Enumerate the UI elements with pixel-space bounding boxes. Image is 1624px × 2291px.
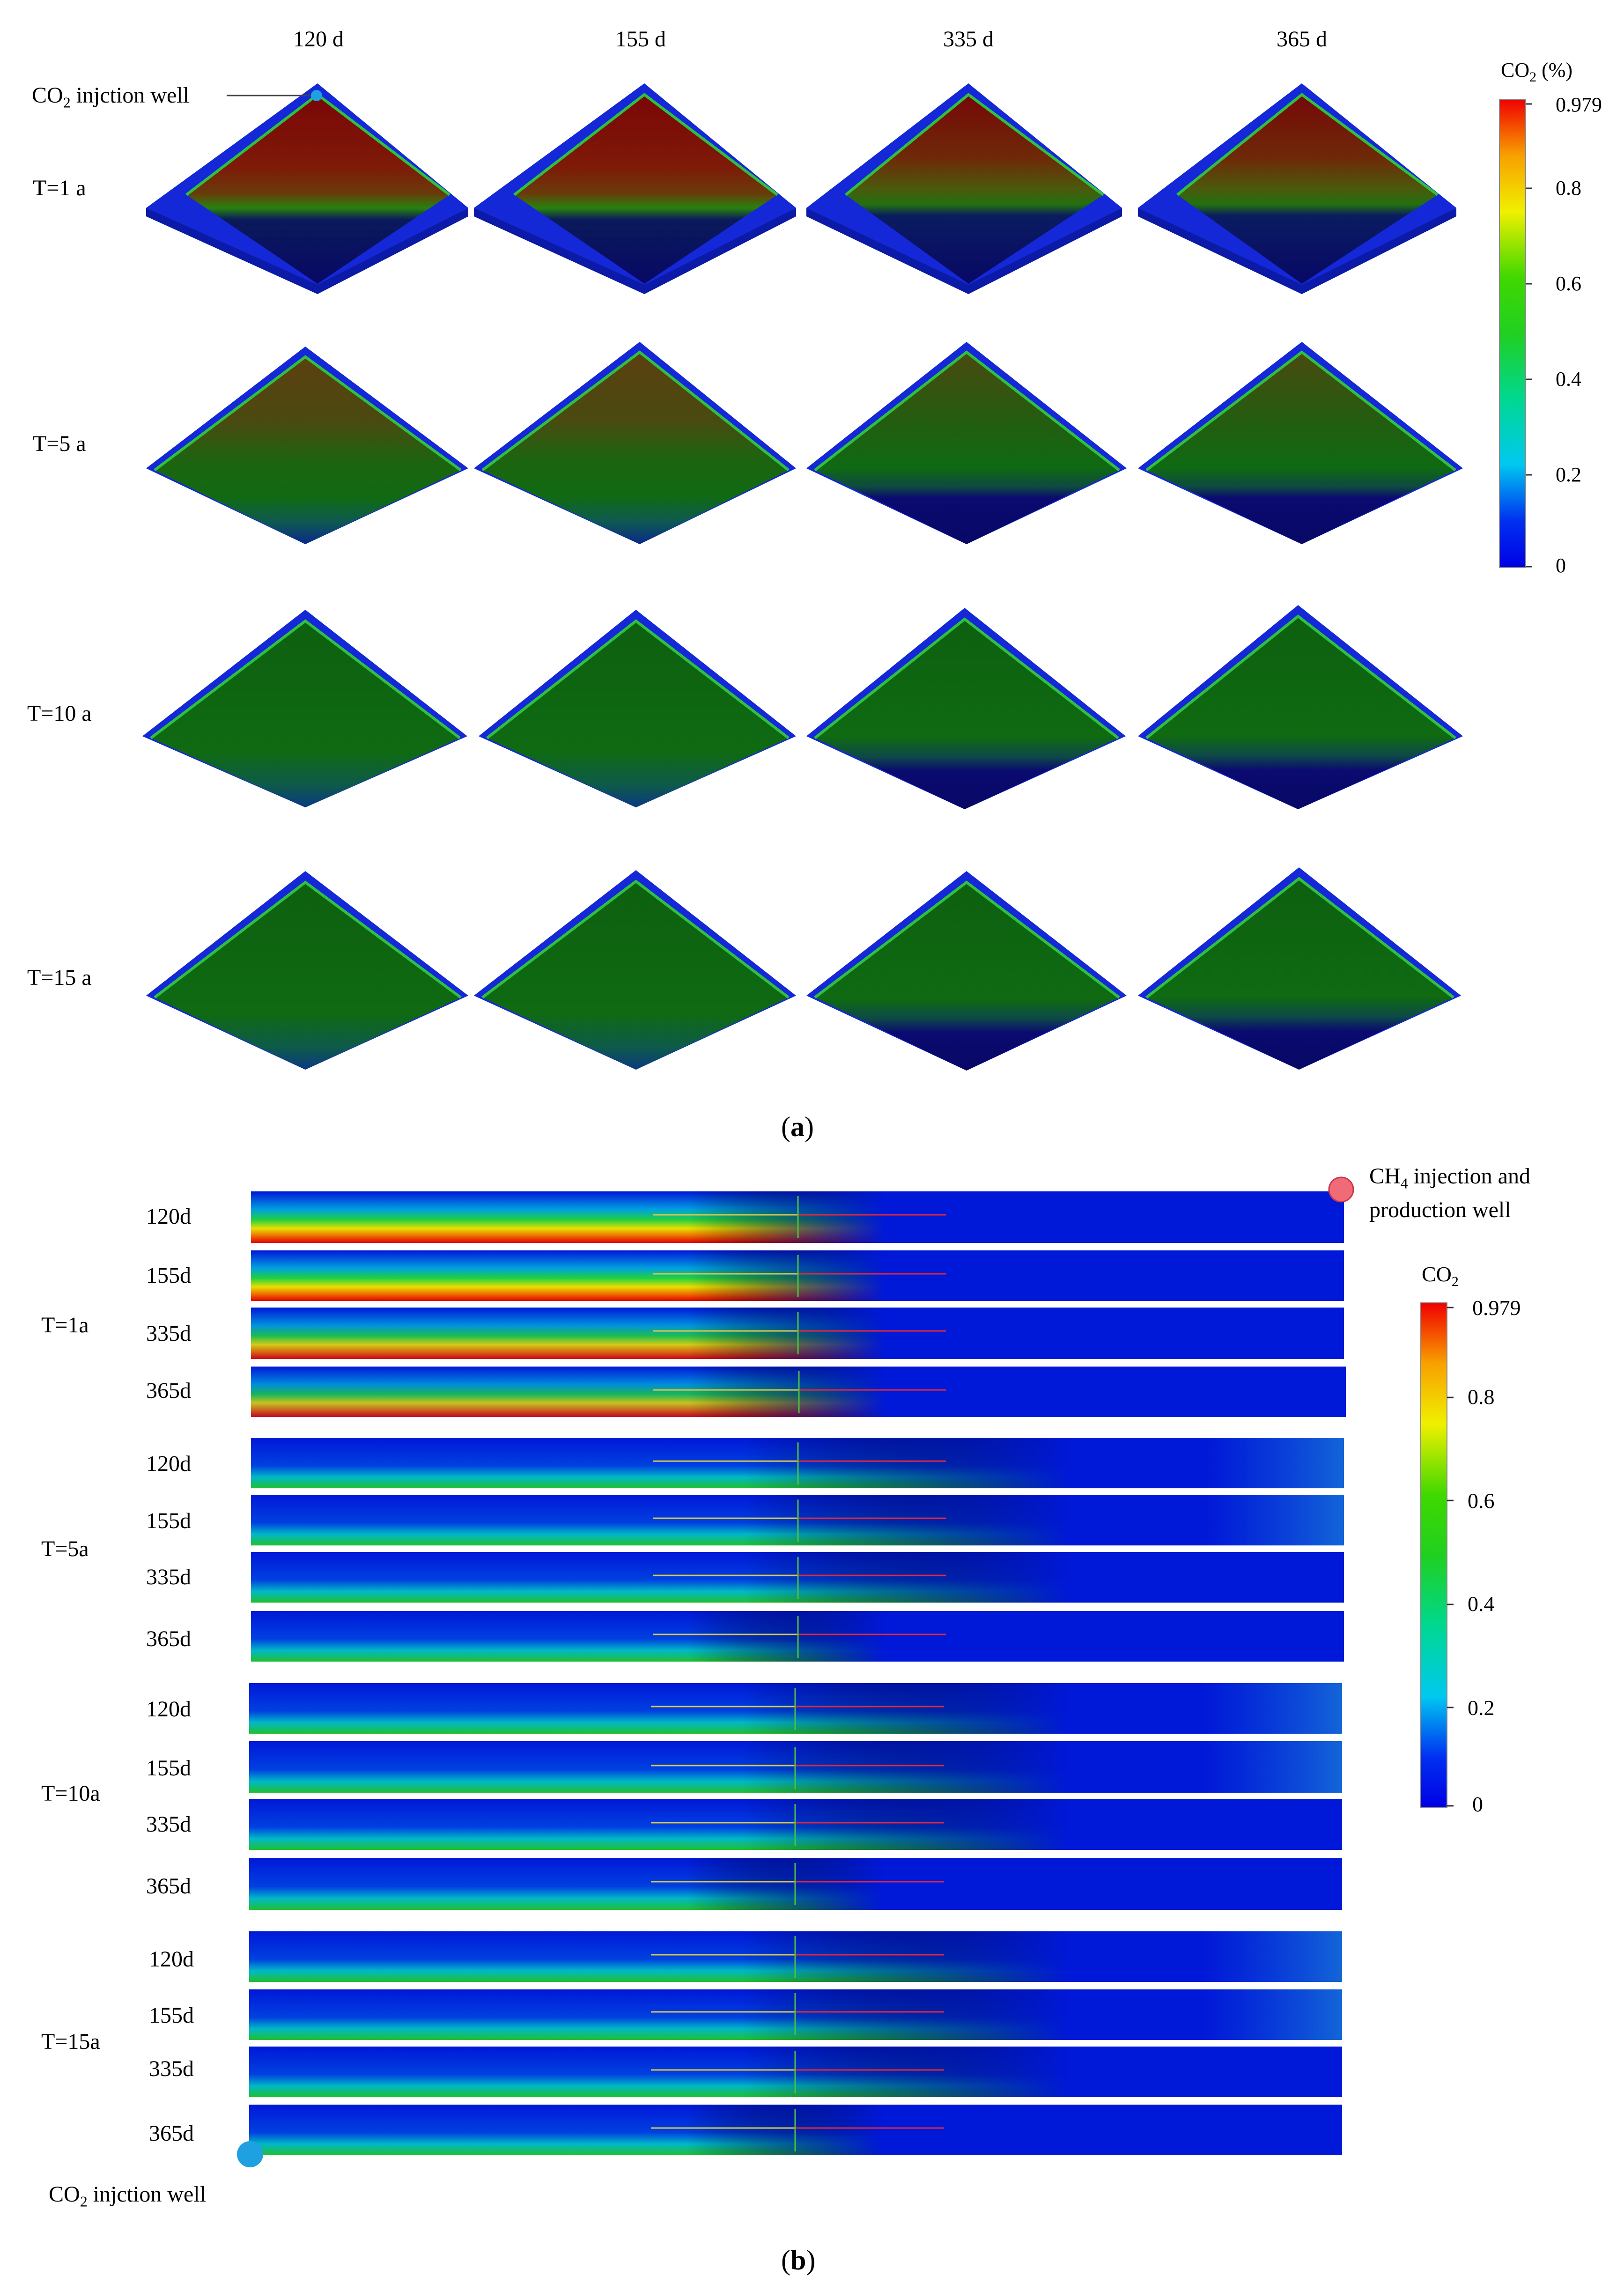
row-label-t1-365d: 365d xyxy=(146,1378,191,1403)
co2-well-marker-b xyxy=(237,2141,263,2167)
colorbar-b-tick-06: 0.6 xyxy=(1468,1489,1495,1513)
crosshair-lines xyxy=(651,1196,946,2151)
diamond-t5-120d xyxy=(146,347,468,544)
diamond-t5-155d xyxy=(474,342,796,544)
row-label-t1-120d: 120d xyxy=(146,1204,191,1229)
diamond-t15-120d xyxy=(146,871,468,1070)
colorbar-a-tick-0979: 0.979 xyxy=(1556,93,1602,116)
row-label-t10-335d: 335d xyxy=(146,1812,191,1837)
col-header-335: 335 d xyxy=(943,27,994,52)
colorbar-title-b: CO2 xyxy=(1422,1262,1459,1290)
diamond-t15-335d xyxy=(806,871,1127,1071)
col-header-365: 365 d xyxy=(1277,27,1327,52)
colorbar-a-tick-08: 0.8 xyxy=(1556,177,1581,200)
group-label-t15: T=15a xyxy=(41,2029,100,2054)
colorbar-a xyxy=(1499,99,1526,568)
row-label-t10-365d: 365d xyxy=(146,1874,191,1899)
diamond-grid xyxy=(142,83,1463,1071)
colorbar-a-tick-0: 0 xyxy=(1556,554,1566,577)
row-label-t1-155d: 155d xyxy=(146,1263,191,1288)
colorbar-b xyxy=(1420,1302,1447,1808)
caption-a: (a) xyxy=(781,1111,814,1142)
diamond-t15-365d xyxy=(1138,867,1461,1070)
row-label-t5-365d: 365d xyxy=(146,1626,191,1651)
row-label-t5-155d: 155d xyxy=(146,1508,191,1533)
row-label-t15-365d: 365d xyxy=(149,2121,194,2146)
colorbar-b-tick-04: 0.4 xyxy=(1468,1592,1495,1616)
co2-well-label-a: CO2 injction well xyxy=(32,83,189,111)
row-label-t15-120d: 120d xyxy=(149,1947,194,1972)
co2-well-label-b: CO2 injction well xyxy=(49,2182,206,2210)
co2-well-marker-a xyxy=(311,90,322,101)
row-label-t15-155d: 155d xyxy=(149,2003,194,2028)
colorbar-title-a: CO2 (%) xyxy=(1501,59,1573,85)
colorbar-b-ticks xyxy=(1447,1307,1454,1807)
row-label-t5: T=5 a xyxy=(33,431,86,456)
colorbar-a-tick-06: 0.6 xyxy=(1556,272,1581,295)
colorbar-b-tick-0979: 0.979 xyxy=(1472,1296,1521,1320)
diamond-t1-365d xyxy=(1138,83,1456,294)
group-label-t5: T=5a xyxy=(41,1537,89,1561)
diamond-t1-120d xyxy=(146,83,468,294)
row-label-t15-335d: 335d xyxy=(149,2056,194,2081)
colorbar-b-tick-02: 0.2 xyxy=(1468,1696,1495,1720)
colorbar-a-tick-04: 0.4 xyxy=(1556,368,1581,391)
row-label-t15: T=15 a xyxy=(27,965,92,990)
ch4-well-label-line1: CH4 injection and xyxy=(1369,1164,1530,1192)
diamond-t1-335d xyxy=(806,83,1122,294)
diamond-t15-155d xyxy=(474,870,796,1070)
ch4-well-marker xyxy=(1328,1176,1354,1203)
colorbar-a-tick-02: 0.2 xyxy=(1556,463,1581,486)
caption-b: (b) xyxy=(781,2245,816,2276)
row-label-t5-120d: 120d xyxy=(146,1451,191,1476)
colorbar-a-ticks xyxy=(1526,103,1532,568)
col-header-155: 155 d xyxy=(615,27,666,52)
row-label-t5-335d: 335d xyxy=(146,1565,191,1589)
diamond-t5-335d xyxy=(806,342,1127,544)
row-label-t10: T=10 a xyxy=(27,701,92,726)
colorbar-b-tick-0: 0 xyxy=(1472,1792,1483,1816)
diamond-t10-120d xyxy=(142,610,467,807)
row-label-t1: T=1 a xyxy=(33,176,86,200)
row-label-t10-155d: 155d xyxy=(146,1756,191,1781)
group-label-t10: T=10a xyxy=(41,1781,100,1806)
ch4-well-label-line2: production well xyxy=(1369,1197,1511,1222)
group-label-t1: T=1a xyxy=(41,1313,89,1338)
col-header-120: 120 d xyxy=(293,27,344,52)
diamond-t10-335d xyxy=(806,608,1126,809)
diamond-t1-155d xyxy=(474,83,796,294)
diamond-t10-155d xyxy=(479,610,796,807)
row-label-t10-120d: 120d xyxy=(146,1697,191,1722)
row-label-t1-335d: 335d xyxy=(146,1321,191,1346)
colorbar-b-tick-08: 0.8 xyxy=(1468,1385,1495,1409)
diamond-t10-365d xyxy=(1138,605,1463,809)
diamond-t5-365d xyxy=(1138,342,1463,544)
